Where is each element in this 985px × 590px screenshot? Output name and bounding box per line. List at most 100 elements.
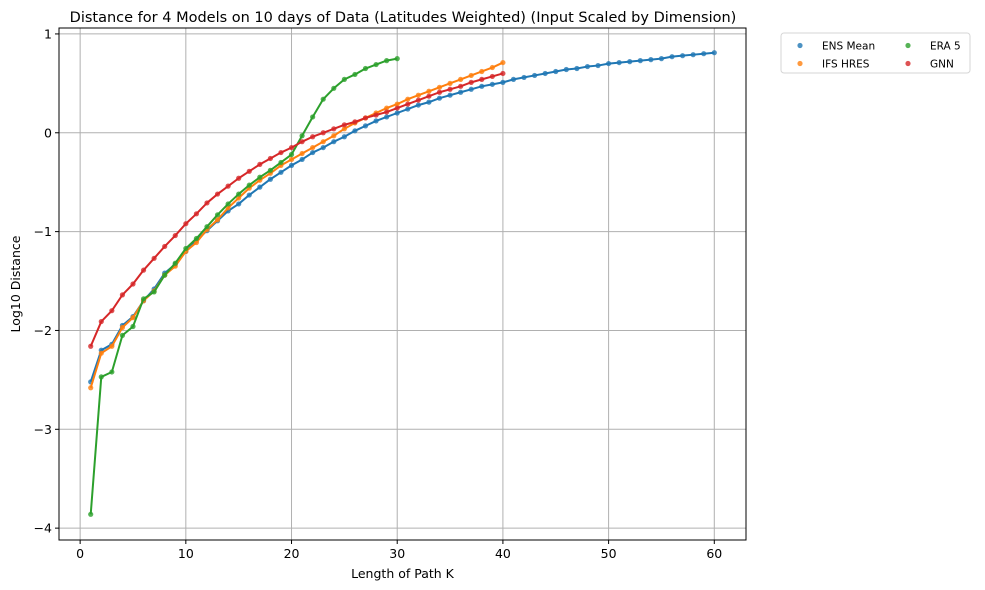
data-point-ifs-hres <box>331 133 337 139</box>
data-point-ifs-hres <box>468 72 474 79</box>
data-point-ifs-hres <box>98 350 104 356</box>
y-tick-label: −1 <box>34 224 52 239</box>
data-point-era-5 <box>384 58 390 64</box>
data-point-ens-mean <box>394 110 400 116</box>
data-point-ifs-hres <box>310 144 316 151</box>
data-point-gnn <box>151 255 157 261</box>
axis-ticks: 0 10 20 30 40 50 60 −4 −3 −2 −1 0 1 <box>34 26 723 561</box>
data-point-ifs-hres <box>394 101 400 107</box>
data-point-gnn <box>130 281 136 287</box>
data-point-gnn <box>447 86 453 92</box>
data-point-ens-mean <box>257 184 263 190</box>
plot-area-frame <box>58 27 747 541</box>
data-point-era-5 <box>373 61 379 68</box>
x-tick-label: 50 <box>601 546 617 561</box>
data-point-gnn <box>214 191 221 197</box>
data-point-era-5 <box>119 332 126 338</box>
legend-frame <box>780 32 971 74</box>
series-era-5 <box>88 56 400 517</box>
data-point-ens-mean <box>267 176 273 182</box>
data-point-ens-mean <box>278 169 284 175</box>
data-point-era-5 <box>246 182 252 188</box>
data-point-gnn <box>310 134 316 140</box>
data-point-ens-mean <box>627 59 633 65</box>
data-point-gnn <box>119 292 126 298</box>
data-point-gnn <box>162 243 168 250</box>
data-point-era-5 <box>140 296 147 302</box>
data-point-ens-mean <box>384 114 390 120</box>
data-point-ens-mean <box>468 86 474 92</box>
data-point-gnn <box>458 83 464 89</box>
data-point-ens-mean <box>310 149 316 156</box>
series-gnn <box>88 70 506 349</box>
data-point-era-5 <box>236 191 242 197</box>
data-point-gnn <box>88 343 94 349</box>
data-point-era-5 <box>352 71 358 78</box>
data-point-ens-mean <box>331 139 337 145</box>
data-point-ens-mean <box>679 53 686 59</box>
data-point-era-5 <box>214 212 221 218</box>
data-point-gnn <box>278 149 284 156</box>
data-point-era-5 <box>98 374 104 380</box>
data-point-era-5 <box>204 224 210 230</box>
data-point-ens-mean <box>595 62 601 69</box>
data-point-gnn <box>352 119 358 125</box>
data-point-gnn <box>109 308 115 314</box>
legend-marker <box>905 60 911 67</box>
data-point-gnn <box>500 70 506 77</box>
data-point-ifs-hres <box>288 156 295 163</box>
data-point-era-5 <box>151 289 157 295</box>
data-point-gnn <box>183 221 189 227</box>
data-point-era-5 <box>162 272 168 278</box>
data-point-gnn <box>362 115 369 121</box>
data-point-ens-mean <box>563 66 569 73</box>
data-point-ens-mean <box>447 92 453 98</box>
series-layer <box>88 50 717 517</box>
data-point-ifs-hres <box>436 84 443 90</box>
data-point-ens-mean <box>553 68 559 75</box>
data-point-ifs-hres <box>447 80 453 86</box>
data-point-era-5 <box>341 76 347 82</box>
data-point-ifs-hres <box>415 92 421 98</box>
data-point-ens-mean <box>658 56 665 62</box>
data-point-era-5 <box>257 174 263 180</box>
data-point-ifs-hres <box>489 64 495 71</box>
data-point-gnn <box>405 101 411 107</box>
x-tick-label: 0 <box>76 546 84 561</box>
data-point-ifs-hres <box>405 96 411 102</box>
legend-marker <box>905 42 911 49</box>
data-point-ens-mean <box>415 102 421 108</box>
data-point-ens-mean <box>532 72 538 79</box>
data-point-ens-mean <box>405 106 411 112</box>
data-point-ens-mean <box>521 74 527 81</box>
data-point-gnn <box>320 130 326 136</box>
series-line-gnn <box>89 72 504 347</box>
data-point-gnn <box>193 211 199 217</box>
data-point-ens-mean <box>574 65 580 72</box>
data-point-ens-mean <box>246 192 252 198</box>
data-point-gnn <box>394 105 400 111</box>
data-point-gnn <box>489 73 495 80</box>
data-point-ens-mean <box>373 118 379 124</box>
data-point-ifs-hres <box>109 343 115 349</box>
data-point-era-5 <box>320 96 326 102</box>
data-point-era-5 <box>267 167 273 173</box>
data-point-ens-mean <box>500 79 506 85</box>
data-point-era-5 <box>299 133 305 139</box>
data-point-gnn <box>479 76 485 82</box>
data-point-gnn <box>468 79 474 85</box>
data-point-gnn <box>415 97 421 103</box>
data-point-ens-mean <box>341 134 347 140</box>
data-point-ifs-hres <box>214 217 221 223</box>
x-tick-label: 40 <box>495 546 511 561</box>
data-point-gnn <box>331 126 337 132</box>
data-point-era-5 <box>278 159 284 166</box>
y-tick-label: −3 <box>34 422 52 437</box>
data-point-era-5 <box>310 114 316 120</box>
data-point-era-5 <box>172 260 178 266</box>
data-point-ens-mean <box>436 95 443 101</box>
data-point-gnn <box>288 144 295 151</box>
data-point-ens-mean <box>299 156 305 163</box>
data-point-era-5 <box>394 56 400 62</box>
